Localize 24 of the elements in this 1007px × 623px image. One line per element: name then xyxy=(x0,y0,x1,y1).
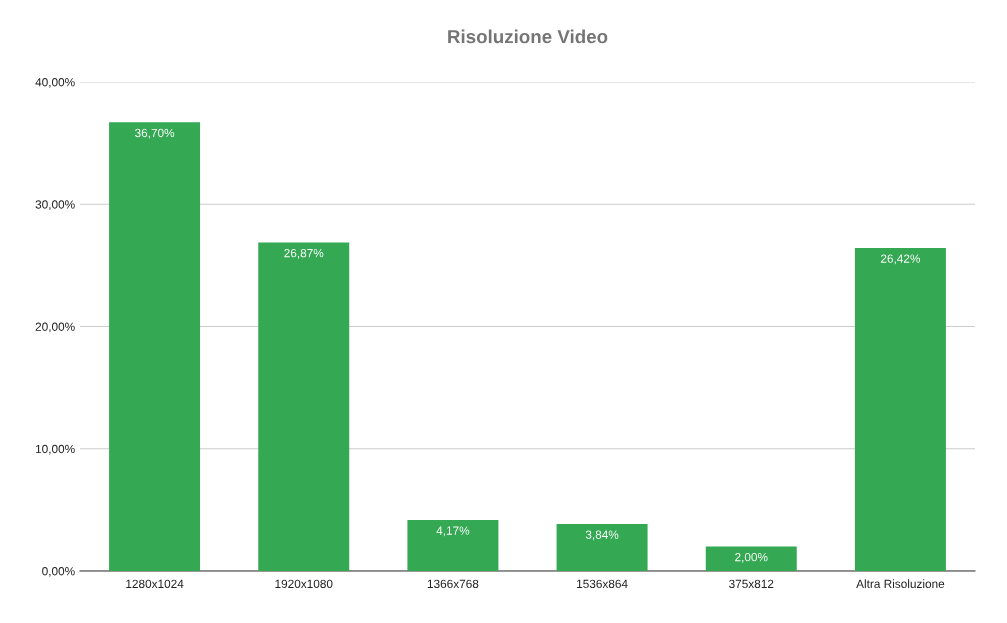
y-tick-label: 20,00% xyxy=(35,322,75,333)
y-tick-label: 0,00% xyxy=(42,567,75,577)
bar xyxy=(556,524,648,571)
data-label: 4,17% xyxy=(436,526,470,537)
chart-title: Risoluzione Video xyxy=(448,29,608,44)
bar xyxy=(258,242,350,571)
x-tick-label: 1366x768 xyxy=(427,579,479,588)
data-label: 3,84% xyxy=(585,530,619,541)
x-tick-label: Altra Risoluzione xyxy=(856,579,945,588)
data-label: 36,70% xyxy=(135,128,175,139)
bar xyxy=(109,122,201,571)
x-tick-label: 1920x1080 xyxy=(275,579,333,588)
x-tick-label: 1536x864 xyxy=(577,579,628,588)
data-label: 2,00% xyxy=(735,552,768,563)
bar xyxy=(705,546,797,571)
y-tick-label: 10,00% xyxy=(36,444,75,455)
y-tick-label: 30,00% xyxy=(35,200,75,211)
x-tick-label: 375x812 xyxy=(729,579,774,588)
bar xyxy=(854,248,946,571)
x-tick-label: 1280x1024 xyxy=(126,579,184,588)
y-tick-label: 40,00% xyxy=(35,78,75,88)
data-label: 26,42% xyxy=(880,254,921,265)
bar xyxy=(407,520,499,571)
data-label: 26,87% xyxy=(284,248,324,259)
